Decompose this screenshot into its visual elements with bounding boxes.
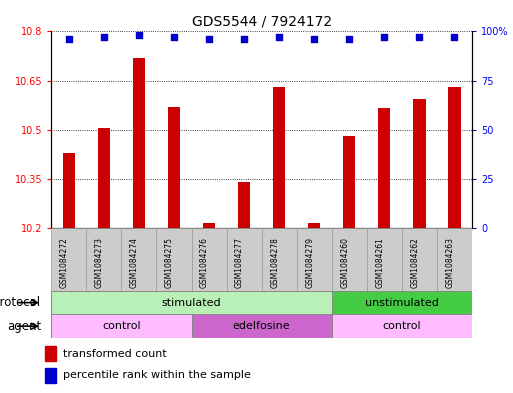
Text: GSM1084262: GSM1084262 — [410, 237, 419, 288]
Bar — [51, 291, 332, 314]
Bar — [378, 108, 390, 228]
Point — [240, 36, 248, 42]
Bar — [332, 228, 367, 291]
Text: GSM1084261: GSM1084261 — [376, 237, 384, 288]
Bar — [437, 228, 472, 291]
Bar — [122, 228, 156, 291]
Text: GSM1084263: GSM1084263 — [445, 237, 455, 288]
Text: unstimulated: unstimulated — [365, 298, 439, 308]
Bar — [86, 31, 122, 228]
Bar — [191, 31, 227, 228]
Bar — [297, 31, 332, 228]
Text: GSM1084274: GSM1084274 — [130, 237, 139, 288]
Point — [170, 34, 178, 40]
Bar — [367, 31, 402, 228]
Text: GSM1084277: GSM1084277 — [235, 237, 244, 288]
Text: agent: agent — [7, 320, 41, 333]
Bar — [203, 223, 215, 228]
Bar — [51, 314, 191, 338]
Bar — [98, 128, 110, 228]
Text: edelfosine: edelfosine — [233, 321, 290, 331]
Text: GSM1084275: GSM1084275 — [165, 237, 174, 288]
Bar — [156, 31, 191, 228]
Bar — [51, 228, 86, 291]
Point — [135, 32, 143, 39]
Bar — [51, 31, 86, 228]
Bar — [86, 228, 122, 291]
Bar — [227, 31, 262, 228]
Text: control: control — [102, 321, 141, 331]
Bar — [133, 58, 145, 228]
Bar — [273, 87, 285, 228]
Text: transformed count: transformed count — [63, 349, 166, 358]
Text: percentile rank within the sample: percentile rank within the sample — [63, 370, 250, 380]
Bar — [308, 223, 320, 228]
Point — [205, 36, 213, 42]
Bar — [367, 228, 402, 291]
Bar — [122, 31, 156, 228]
Text: control: control — [383, 321, 421, 331]
Bar — [332, 314, 472, 338]
Point — [310, 36, 318, 42]
Point — [380, 34, 388, 40]
Bar — [191, 228, 227, 291]
Bar — [332, 31, 367, 228]
Bar — [413, 99, 425, 228]
Text: GSM1084278: GSM1084278 — [270, 237, 279, 288]
Point — [450, 34, 459, 40]
Bar — [45, 368, 56, 383]
Text: GSM1084276: GSM1084276 — [200, 237, 209, 288]
Bar — [262, 31, 297, 228]
Point — [415, 34, 423, 40]
Title: GDS5544 / 7924172: GDS5544 / 7924172 — [191, 15, 332, 29]
Bar — [63, 152, 75, 228]
Bar — [437, 31, 472, 228]
Point — [65, 36, 73, 42]
Text: GSM1084273: GSM1084273 — [95, 237, 104, 288]
Bar — [402, 31, 437, 228]
Bar — [227, 228, 262, 291]
Point — [275, 34, 283, 40]
Point — [345, 36, 353, 42]
Text: stimulated: stimulated — [162, 298, 221, 308]
Text: GSM1084260: GSM1084260 — [340, 237, 349, 288]
Text: protocol: protocol — [0, 296, 41, 309]
Bar — [238, 182, 250, 228]
Bar — [156, 228, 191, 291]
Bar — [168, 107, 180, 228]
Bar — [332, 291, 472, 314]
Bar — [402, 228, 437, 291]
Text: GSM1084279: GSM1084279 — [305, 237, 314, 288]
Bar — [297, 228, 332, 291]
Bar — [262, 228, 297, 291]
Point — [100, 34, 108, 40]
Text: GSM1084272: GSM1084272 — [60, 237, 69, 288]
Bar — [45, 346, 56, 362]
Bar — [191, 314, 332, 338]
Bar — [448, 87, 461, 228]
Bar — [343, 136, 356, 228]
